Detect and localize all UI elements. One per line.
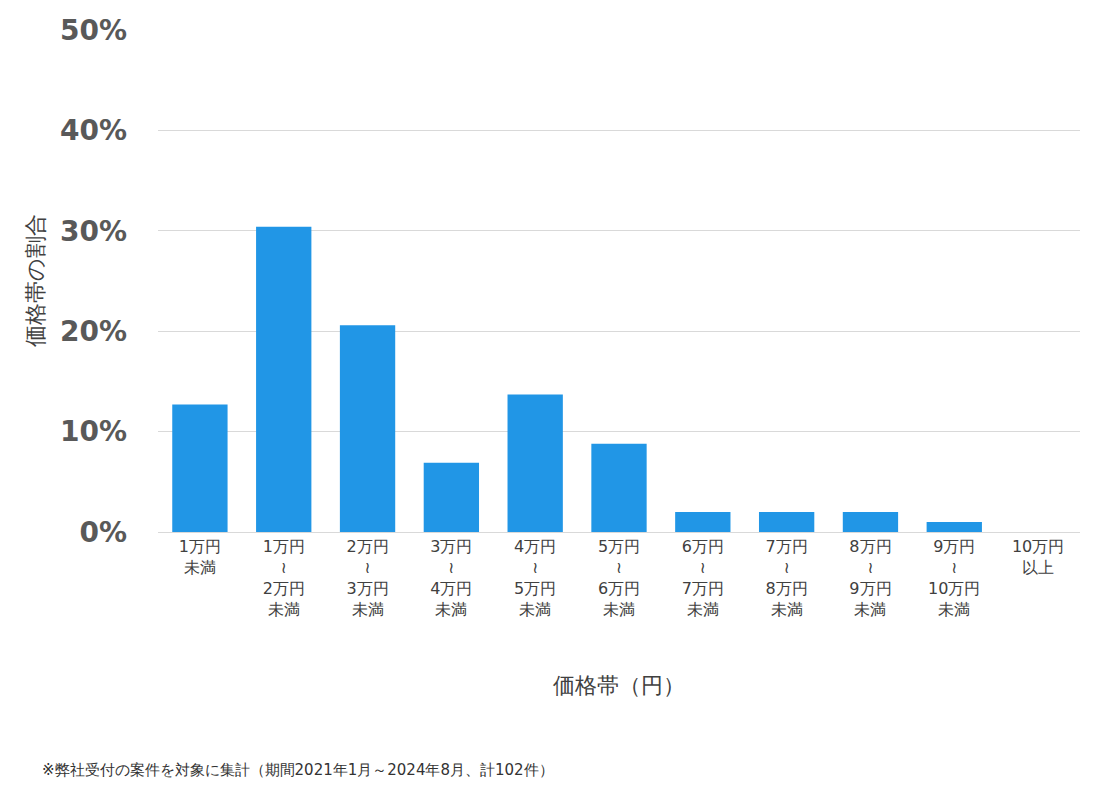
svg-text:9万円≀10万円未満: 9万円≀10万円未満 — [928, 537, 980, 618]
svg-text:8万円≀9万円未満: 8万円≀9万円未満 — [849, 537, 891, 618]
svg-text:5万円≀6万円未満: 5万円≀6万円未満 — [598, 537, 640, 618]
svg-text:4万円≀5万円未満: 4万円≀5万円未満 — [514, 537, 556, 618]
svg-text:50%: 50% — [60, 14, 127, 47]
svg-text:2万円≀3万円未満: 2万円≀3万円未満 — [346, 537, 388, 618]
svg-text:※弊社受付の案件を対象に集計（期間2021年1月～2024年: ※弊社受付の案件を対象に集計（期間2021年1月～2024年8月、計102件） — [42, 761, 554, 779]
svg-text:10万円以上: 10万円以上 — [1012, 537, 1064, 577]
svg-text:20%: 20% — [60, 315, 127, 348]
svg-text:7万円≀8万円未満: 7万円≀8万円未満 — [766, 537, 808, 618]
svg-text:40%: 40% — [60, 114, 127, 147]
svg-text:1万円≀2万円未満: 1万円≀2万円未満 — [263, 537, 305, 618]
svg-text:0%: 0% — [79, 516, 127, 549]
svg-text:価格帯の割合: 価格帯の割合 — [23, 215, 48, 348]
svg-text:3万円≀4万円未満: 3万円≀4万円未満 — [430, 537, 472, 618]
svg-text:6万円≀7万円未満: 6万円≀7万円未満 — [682, 537, 724, 618]
svg-text:10%: 10% — [60, 415, 127, 448]
svg-text:30%: 30% — [60, 215, 127, 248]
svg-text:1万円未満: 1万円未満 — [179, 537, 221, 577]
svg-text:価格帯（円）: 価格帯（円） — [553, 673, 685, 698]
